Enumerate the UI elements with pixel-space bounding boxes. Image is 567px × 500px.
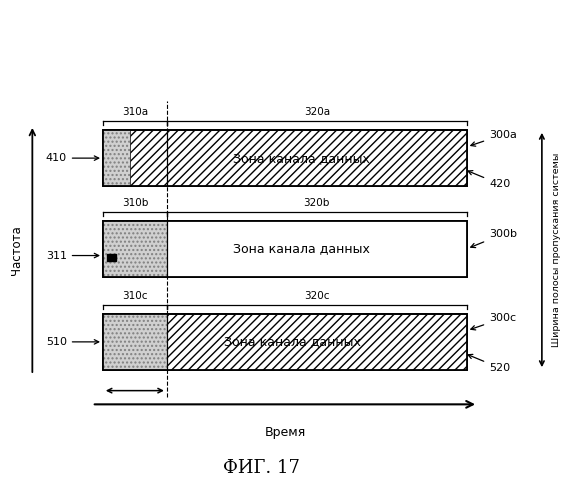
Bar xyxy=(167,220,467,277)
Text: 311: 311 xyxy=(46,250,99,260)
Text: 320b: 320b xyxy=(304,198,330,208)
Bar xyxy=(103,130,467,186)
Text: Ширина полосы пропускания системы: Ширина полосы пропускания системы xyxy=(552,153,561,347)
Text: 310b: 310b xyxy=(122,198,148,208)
Text: 510: 510 xyxy=(46,337,99,347)
Bar xyxy=(167,314,467,370)
Bar xyxy=(103,220,467,277)
Bar xyxy=(103,314,167,370)
Bar xyxy=(103,130,467,186)
Text: ФИГ. 17: ФИГ. 17 xyxy=(223,459,300,477)
Bar xyxy=(103,130,167,186)
Text: 410: 410 xyxy=(46,153,99,163)
Text: Зона канала данных: Зона канала данных xyxy=(234,242,370,256)
Bar xyxy=(130,130,167,186)
Bar xyxy=(103,314,167,370)
Text: 310c: 310c xyxy=(122,291,147,301)
Text: 300a: 300a xyxy=(471,130,517,146)
Text: 420: 420 xyxy=(468,170,510,189)
Text: 320a: 320a xyxy=(304,107,330,117)
Bar xyxy=(103,220,167,277)
Text: 520: 520 xyxy=(468,354,510,373)
Text: Время: Время xyxy=(264,426,306,440)
Bar xyxy=(107,254,116,261)
Bar xyxy=(103,220,167,277)
Text: Зона канала данных: Зона канала данных xyxy=(234,152,370,164)
Text: Частота: Частота xyxy=(10,225,23,275)
Bar xyxy=(103,130,167,186)
Text: 300b: 300b xyxy=(471,229,517,248)
Text: 300c: 300c xyxy=(471,314,516,330)
Text: 310a: 310a xyxy=(122,107,148,117)
Bar xyxy=(167,130,467,186)
Text: Зона канала данных: Зона канала данных xyxy=(225,336,361,348)
Bar xyxy=(103,314,467,370)
Bar xyxy=(103,220,467,277)
Text: 320c: 320c xyxy=(304,291,329,301)
Bar xyxy=(103,314,467,370)
